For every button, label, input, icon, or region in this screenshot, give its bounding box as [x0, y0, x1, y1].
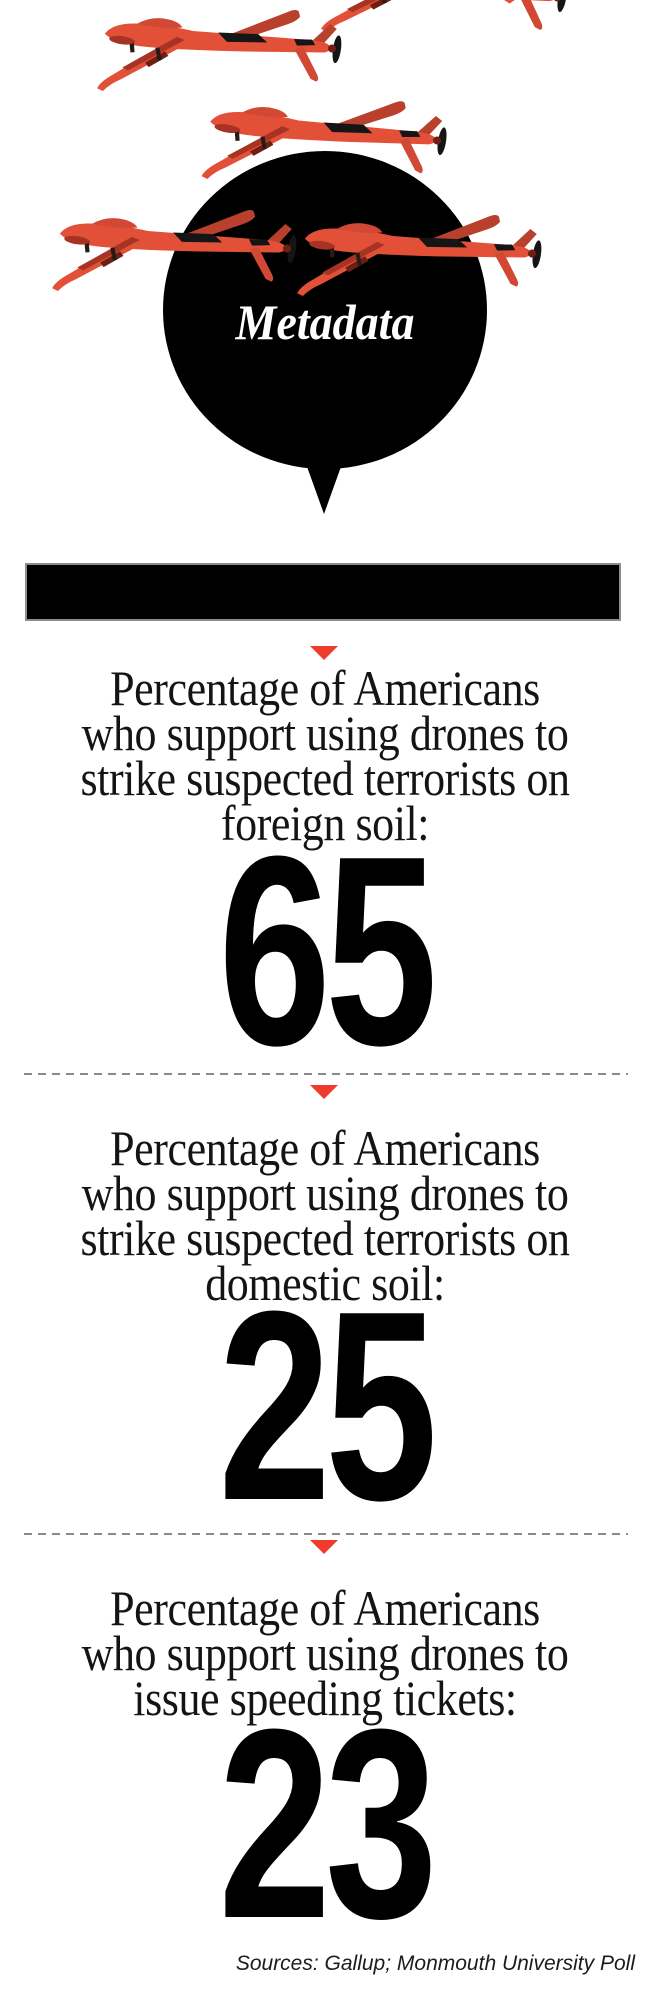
statistic-value: 65 — [218, 848, 438, 1048]
section-heading: Percentage of Americans who support usin… — [39, 1120, 611, 1311]
heading-line: foreign soil: — [220, 795, 430, 851]
drone-flock-illustration — [51, 0, 671, 329]
down-triangle-icon — [310, 646, 338, 660]
heading-line: strike suspected terrorists on — [80, 1210, 570, 1266]
statistic-number: 23 — [218, 1721, 431, 1921]
heading-line: strike suspected terrorists on — [80, 750, 570, 806]
speech-bubble — [163, 151, 487, 469]
redacted-bar — [25, 563, 621, 621]
statistic-value: 25 — [218, 1303, 438, 1503]
down-triangle-icon — [310, 1085, 338, 1099]
heading-line: who support using drones to — [81, 705, 569, 761]
statistic-number: 25 — [218, 1303, 432, 1503]
heading-line: Percentage of Americans — [110, 1120, 540, 1176]
statistic-value: 23 — [218, 1721, 437, 1921]
heading-line: domestic soil: — [205, 1255, 445, 1311]
heading-line: Percentage of Americans — [110, 1580, 540, 1636]
section-heading: Percentage of Americans who support usin… — [39, 1580, 611, 1726]
section-heading: Percentage of Americans who support usin… — [39, 660, 611, 851]
down-triangle-icon — [310, 1540, 338, 1554]
heading-line: who support using drones to — [81, 1165, 569, 1221]
heading-line: issue speeding tickets: — [133, 1670, 517, 1726]
sources-credit: Sources: Gallup; Monmouth University Pol… — [235, 1952, 635, 1975]
dashed-divider — [24, 1073, 628, 1075]
heading-line: who support using drones to — [81, 1625, 569, 1681]
heading-line: Percentage of Americans — [110, 660, 540, 716]
dashed-divider — [24, 1533, 628, 1535]
statistic-number: 65 — [218, 848, 432, 1048]
masthead-title: Metadata — [235, 294, 415, 350]
